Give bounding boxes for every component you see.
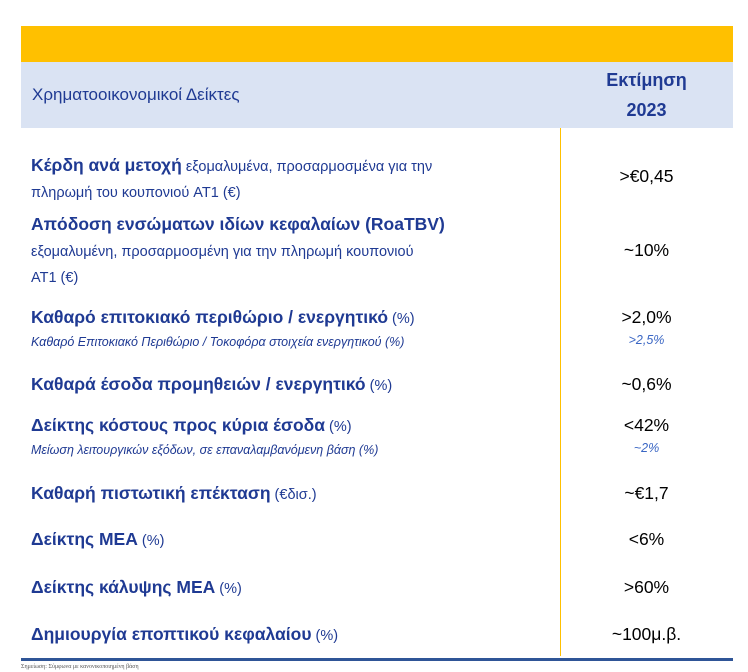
row-subvalue: >2,5% bbox=[628, 333, 665, 347]
header-estimate: Εκτίμηση 2023 bbox=[560, 62, 733, 128]
row-title: Δείκτης ΜΕΑ bbox=[31, 529, 138, 549]
row-desc-line2: AT1 (€) bbox=[31, 270, 79, 286]
row-title: Δείκτης κόστους προς κύρια έσοδα bbox=[31, 415, 326, 435]
row-subvalue: ~2% bbox=[633, 441, 660, 455]
table-row-cost-income: Δείκτης κόστους προς κύρια έσοδα (%) Μεί… bbox=[21, 412, 733, 460]
row-unit: (%) bbox=[137, 533, 165, 549]
header-estimate-line1: Εκτίμηση bbox=[606, 70, 687, 90]
row-value: ~100μ.β. bbox=[611, 624, 682, 644]
table-body: Κέρδη ανά μετοχή εξομαλυμένα, προσαρμοσμ… bbox=[21, 128, 733, 656]
header-accent-bar bbox=[21, 26, 733, 62]
table-row-capital-generation: Δημιουργία εποπτικού κεφαλαίου (%) ~100μ… bbox=[21, 621, 733, 649]
table-header: Χρηματοοικονομικοί Δείκτες Εκτίμηση 2023 bbox=[21, 62, 733, 128]
table-row-nim: Καθαρό επιτοκιακό περιθώριο / ενεργητικό… bbox=[21, 304, 733, 352]
table-row-credit-expansion: Καθαρή πιστωτική επέκταση (€δισ.) ~€1,7 bbox=[21, 480, 733, 508]
footnote: Σημείωση: Σύμφωνα με κανονικοποιημένη βά… bbox=[21, 664, 139, 670]
row-title: Απόδοση ενσώματων ιδίων κεφαλαίων (RoaTB… bbox=[31, 214, 445, 234]
row-title: Κέρδη ανά μετοχή bbox=[31, 155, 182, 175]
row-value: ~10% bbox=[623, 240, 670, 260]
table-row-fees: Καθαρά έσοδα προμηθειών / ενεργητικό (%)… bbox=[21, 371, 733, 399]
row-title: Καθαρή πιστωτική επέκταση bbox=[31, 483, 271, 503]
row-unit: (€δισ.) bbox=[270, 487, 317, 503]
row-subtitle: Καθαρό Επιτοκιακό Περιθώριο / Τοκοφόρα σ… bbox=[31, 335, 405, 349]
row-desc-line1: εξομαλυμένη, προσαρμοσμένη για την πληρω… bbox=[31, 244, 414, 260]
row-title: Δημιουργία εποπτικού κεφαλαίου bbox=[31, 624, 312, 644]
row-value: <6% bbox=[628, 529, 665, 549]
row-value: >60% bbox=[623, 577, 670, 597]
row-value: >2,0% bbox=[621, 307, 672, 327]
bottom-rule bbox=[21, 658, 733, 661]
row-subtitle: Μείωση λειτουργικών εξόδων, σε επαναλαμβ… bbox=[31, 443, 379, 457]
financial-indicators-table: Χρηματοοικονομικοί Δείκτες Εκτίμηση 2023… bbox=[21, 26, 733, 656]
row-unit: (%) bbox=[325, 419, 352, 435]
header-estimate-year: 2023 bbox=[626, 100, 667, 120]
row-value: <42% bbox=[623, 415, 670, 435]
table-row-eps: Κέρδη ανά μετοχή εξομαλυμένα, προσαρμοσμ… bbox=[21, 153, 733, 206]
header-label: Χρηματοοικονομικοί Δείκτες bbox=[32, 85, 240, 104]
table-row-npe-ratio: Δείκτης ΜΕΑ (%) <6% bbox=[21, 526, 733, 554]
row-unit: (%) bbox=[365, 378, 393, 394]
row-unit: (%) bbox=[388, 311, 415, 327]
row-title: Καθαρό επιτοκιακό περιθώριο / ενεργητικό bbox=[31, 307, 389, 327]
row-title: Καθαρά έσοδα προμηθειών / ενεργητικό bbox=[31, 374, 366, 394]
row-unit: (%) bbox=[215, 581, 242, 597]
row-desc-line2: πληρωμή του κουπονιού AT1 (€) bbox=[31, 185, 241, 201]
table-row-npe-coverage: Δείκτης κάλυψης ΜΕΑ (%) >60% bbox=[21, 574, 733, 602]
row-value: ~€1,7 bbox=[624, 483, 669, 503]
column-divider bbox=[560, 128, 561, 656]
row-title: Δείκτης κάλυψης ΜΕΑ bbox=[31, 577, 216, 597]
row-value: >€0,45 bbox=[619, 166, 674, 186]
row-desc: εξομαλυμένα, προσαρμοσμένα για την bbox=[181, 159, 433, 175]
row-unit: (%) bbox=[311, 628, 339, 644]
row-value: ~0,6% bbox=[621, 374, 672, 394]
table-row-roatbv: Απόδοση ενσώματων ιδίων κεφαλαίων (RoaTB… bbox=[21, 211, 733, 291]
